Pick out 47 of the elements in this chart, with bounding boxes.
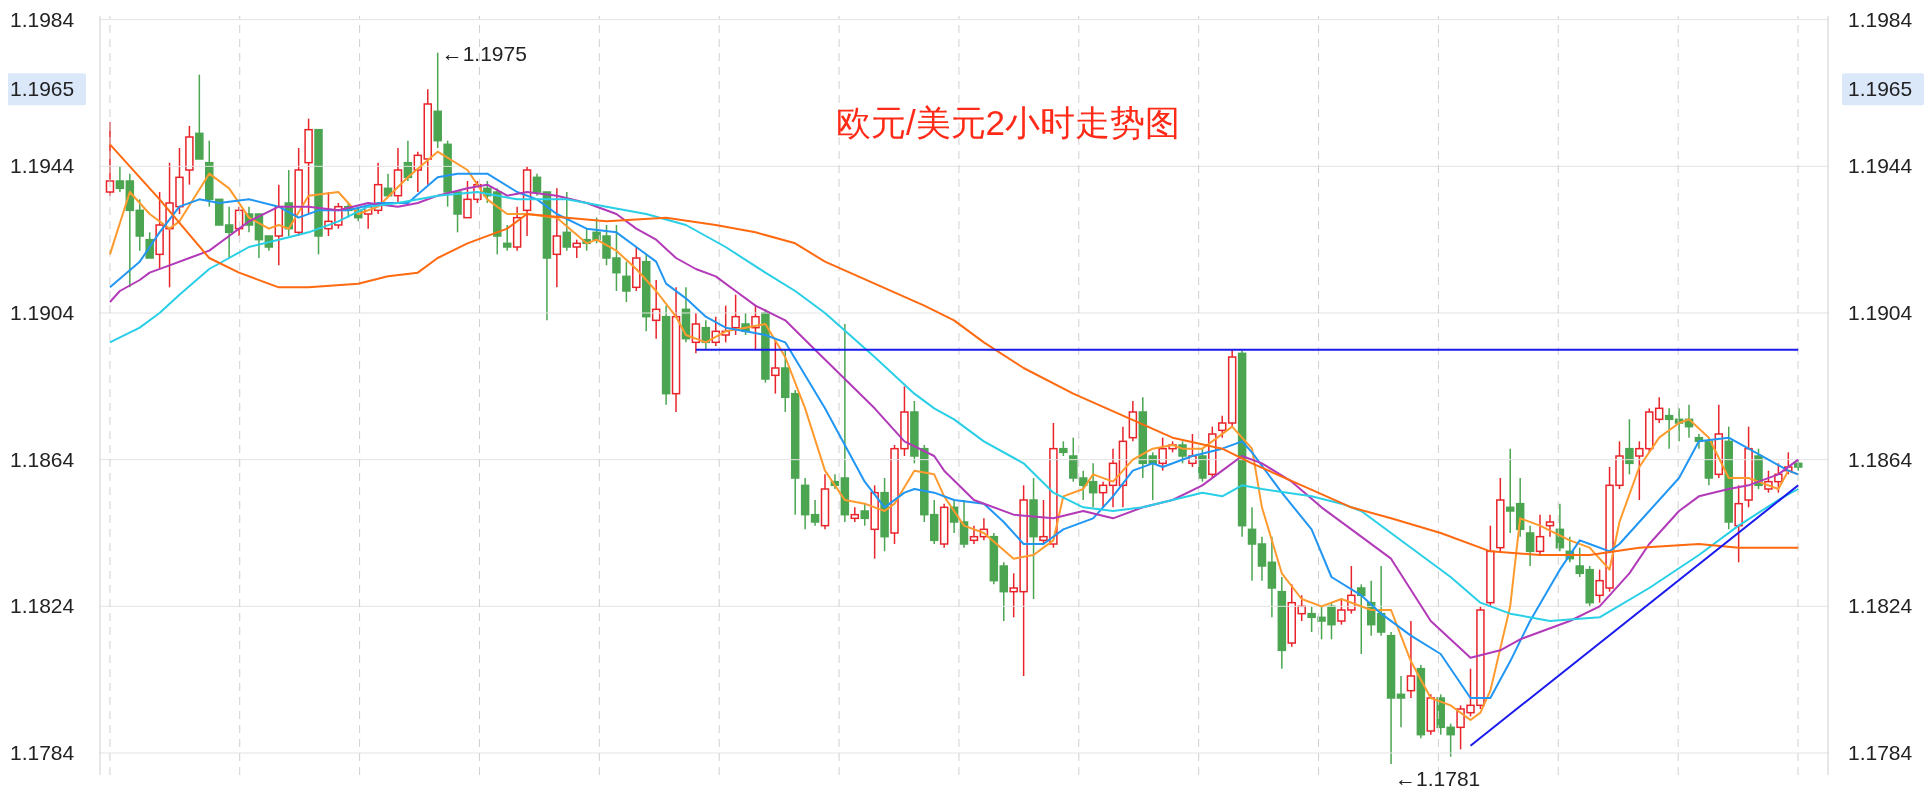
- candlestick: [1535, 513, 1545, 556]
- line-series: [108, 143, 1800, 556]
- y2-tick-label: 1.1965: [1848, 77, 1913, 101]
- candlestick: [1664, 407, 1674, 450]
- candlestick: [1396, 675, 1406, 729]
- candlestick: [224, 205, 234, 259]
- y-tick-label: 1.1944: [10, 154, 75, 178]
- candlestick: [453, 191, 462, 234]
- candlestick: [552, 187, 562, 289]
- y-tick-label: 1.1864: [10, 447, 75, 471]
- y-tick-label: 1.1904: [10, 301, 75, 324]
- candlestick: [1088, 462, 1098, 509]
- y-tick-label: 1.1984: [10, 7, 75, 31]
- candlestick: [1625, 418, 1634, 476]
- candlestick: [810, 499, 820, 527]
- candlestick: [860, 502, 869, 527]
- annotation: ←1.1781: [1395, 767, 1481, 790]
- candlestick: [532, 172, 542, 197]
- candlestick: [1545, 513, 1555, 538]
- candlestick: [1247, 506, 1257, 582]
- candlestick: [1406, 620, 1416, 699]
- candlestick: [562, 191, 572, 252]
- y2-tick-label: 1.1904: [1848, 301, 1913, 324]
- candlestick: [1217, 414, 1227, 439]
- text: 欧元/美元2小时走势图: [834, 102, 1182, 144]
- candlestick: [1734, 484, 1743, 564]
- y2-tick-label: 1.1984: [1848, 7, 1913, 31]
- candlestick: [1505, 447, 1515, 534]
- candlestick: [969, 524, 979, 545]
- candlestick: [572, 238, 581, 259]
- y2-tick-label: 1.1944: [1848, 154, 1913, 178]
- annotation: ←1.1975: [441, 41, 527, 65]
- candlestick: [115, 165, 125, 193]
- y2-tick-label: 1.1784: [1848, 741, 1913, 764]
- y2-tick-label: 1.1864: [1848, 447, 1913, 471]
- candlestick: [502, 224, 512, 252]
- candlestick: [850, 506, 860, 523]
- y-tick-label: 1.1965: [10, 77, 75, 101]
- candlestick: [622, 260, 631, 303]
- y-tick-label: 1.1824: [10, 594, 75, 618]
- candlestick: [1357, 583, 1366, 655]
- candlestick: [731, 293, 740, 336]
- y-tick-label: 1.1784: [10, 741, 75, 764]
- candlestick: [1198, 447, 1207, 483]
- candlestick: [1525, 524, 1535, 567]
- y2-tick-label: 1.1824: [1848, 594, 1913, 618]
- candlestick: [1257, 535, 1267, 582]
